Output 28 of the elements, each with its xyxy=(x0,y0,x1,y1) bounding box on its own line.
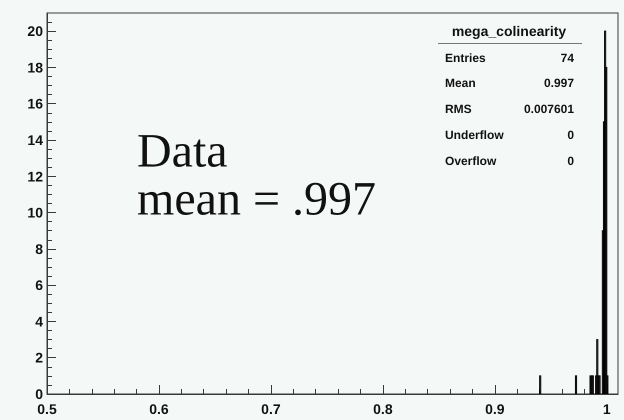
annotation: 0 xyxy=(567,154,574,168)
annotation: RMS xyxy=(445,102,472,116)
y-tick-label: 0 xyxy=(35,386,44,402)
y-tick-label: 8 xyxy=(35,240,44,257)
annotation: 0.007601 xyxy=(524,102,574,116)
x-tick-label: 0.7 xyxy=(261,401,281,417)
y-tick-label: 20 xyxy=(27,23,44,40)
x-tick-label: 0.9 xyxy=(485,401,505,417)
y-tick-label: 12 xyxy=(27,168,44,184)
y-tick-label: 18 xyxy=(27,59,44,76)
annotation: Overflow xyxy=(445,154,498,168)
annotation: Entries xyxy=(445,51,486,65)
y-tick-label: 6 xyxy=(35,277,44,294)
annotation: mega_colinearity xyxy=(452,23,566,39)
annotation: 0.997 xyxy=(544,76,574,90)
x-tick-label: 1 xyxy=(602,401,611,417)
y-tick-label: 10 xyxy=(27,204,44,221)
x-tick-label: 0.6 xyxy=(149,401,169,417)
y-tick-label: 14 xyxy=(27,132,44,148)
x-tick-label: 0.5 xyxy=(37,401,57,417)
annotation: Mean xyxy=(445,76,476,90)
y-tick-label: 4 xyxy=(35,313,44,330)
annotation: Underflow xyxy=(445,128,504,142)
y-tick-label: 2 xyxy=(35,350,44,366)
annotation: 74 xyxy=(560,51,574,65)
annotation: 0 xyxy=(567,128,574,142)
y-tick-label: 16 xyxy=(27,96,44,112)
x-tick-label: 0.8 xyxy=(373,401,393,417)
